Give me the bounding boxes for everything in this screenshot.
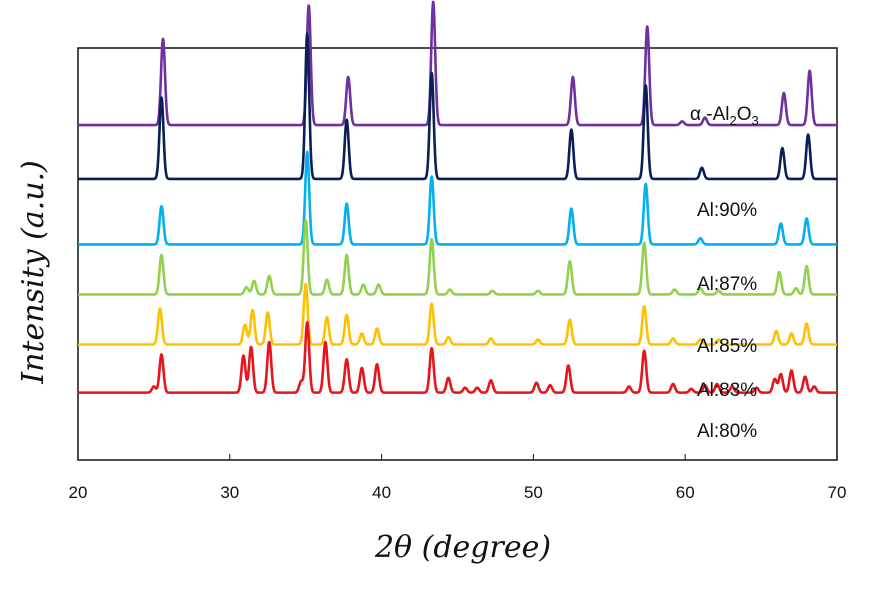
series-label-group: α -Al2O3 Al:90% Al:87% Al:85% Al:83% Al:80% — [690, 104, 759, 442]
series-label-part: O — [737, 104, 752, 125]
x-tick-label: 70 — [828, 483, 847, 502]
x-tick-label: 50 — [524, 483, 543, 502]
series-group — [77, 0, 838, 394]
series-line — [77, 32, 838, 181]
plot-frame — [77, 47, 838, 461]
x-axis-title: 2θ (degree) — [374, 530, 551, 565]
series-label-part: 3 — [752, 113, 759, 128]
x-axis-ticks: 20 30 40 50 60 70 — [69, 454, 847, 502]
x-tick-label: 30 — [220, 483, 239, 502]
x-tick-label: 20 — [69, 483, 88, 502]
series-line — [77, 150, 838, 246]
series-line — [77, 0, 838, 127]
x-tick-label: 40 — [372, 483, 391, 502]
series-label: Al:85% — [697, 336, 757, 357]
series-label: Al:80% — [697, 421, 757, 442]
series-label: Al:90% — [697, 200, 757, 221]
series-line — [77, 282, 838, 346]
series-label: Al:87% — [697, 274, 757, 295]
series-line — [77, 219, 838, 296]
series-label-part: 2 — [729, 113, 736, 128]
series-line — [77, 321, 838, 394]
series-label: Al:83% — [697, 380, 757, 401]
y-axis-title: Intensity (a.u.) — [16, 160, 51, 385]
series-label-part: α -Al — [690, 104, 729, 125]
x-tick-label: 60 — [676, 483, 695, 502]
series-label: α -Al2O3 — [690, 104, 759, 128]
